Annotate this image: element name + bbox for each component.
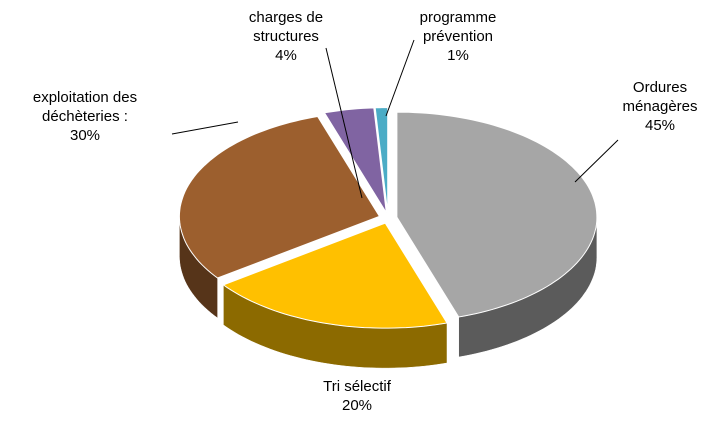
- slice: [396, 111, 598, 318]
- category-name: Ordures ménagères: [622, 79, 698, 115]
- data-label: Tri sélectif 20%: [297, 377, 417, 415]
- value-label: 20%: [341, 397, 373, 414]
- value-label: 30%: [69, 127, 101, 144]
- slice: [178, 115, 381, 279]
- category-name: Tri sélectif: [323, 378, 391, 395]
- category-name: programme prévention: [419, 9, 497, 45]
- value-label: 4%: [275, 47, 297, 64]
- leader-line: [385, 39, 415, 117]
- category-name: exploitation des déchèteries :: [32, 89, 138, 125]
- data-label: exploitation des déchèteries : 30%: [15, 88, 155, 145]
- leader-line: [171, 121, 239, 135]
- slice: [323, 107, 387, 213]
- category-name: charges de structures: [248, 9, 324, 45]
- slice: [222, 222, 448, 329]
- slice: [374, 107, 389, 213]
- value-label: 45%: [644, 117, 676, 134]
- data-label: Ordures ménagères 45%: [615, 78, 705, 135]
- data-label: programme prévention 1%: [408, 8, 508, 65]
- value-label: 1%: [447, 47, 469, 64]
- leader-line: [325, 47, 363, 199]
- leader-line: [574, 139, 619, 183]
- data-label: charges de structures 4%: [236, 8, 336, 65]
